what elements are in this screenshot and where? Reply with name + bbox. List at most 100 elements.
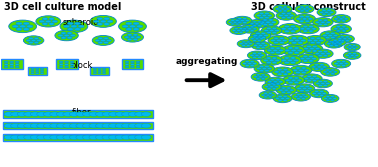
Circle shape	[240, 59, 259, 68]
Circle shape	[281, 91, 286, 93]
Circle shape	[350, 54, 354, 56]
Circle shape	[303, 30, 308, 32]
Circle shape	[326, 96, 330, 98]
Circle shape	[107, 20, 113, 23]
Circle shape	[317, 66, 321, 68]
Circle shape	[260, 38, 263, 40]
Circle shape	[331, 32, 335, 34]
Circle shape	[319, 94, 324, 96]
Circle shape	[309, 62, 330, 72]
Circle shape	[63, 135, 73, 140]
Circle shape	[331, 73, 335, 75]
Circle shape	[311, 58, 316, 60]
Circle shape	[30, 112, 40, 116]
Circle shape	[248, 35, 266, 43]
Circle shape	[280, 8, 285, 10]
Circle shape	[283, 10, 287, 12]
Circle shape	[23, 22, 29, 25]
Circle shape	[126, 22, 132, 25]
Circle shape	[124, 36, 129, 38]
Circle shape	[15, 61, 19, 63]
Circle shape	[268, 19, 273, 21]
Circle shape	[312, 75, 317, 77]
Circle shape	[257, 36, 261, 38]
Circle shape	[115, 112, 125, 116]
Circle shape	[300, 58, 305, 60]
Circle shape	[288, 39, 294, 42]
Circle shape	[63, 123, 73, 128]
Circle shape	[274, 71, 279, 73]
Circle shape	[294, 14, 316, 24]
Circle shape	[293, 59, 299, 61]
Circle shape	[248, 63, 252, 65]
Circle shape	[135, 112, 144, 116]
Circle shape	[327, 13, 331, 15]
Bar	[121, 59, 144, 69]
Circle shape	[307, 80, 311, 82]
Circle shape	[268, 96, 272, 98]
Circle shape	[231, 20, 235, 21]
Circle shape	[36, 70, 39, 72]
Circle shape	[250, 54, 254, 56]
Circle shape	[348, 45, 352, 46]
Circle shape	[321, 53, 325, 55]
Circle shape	[291, 49, 296, 52]
Circle shape	[323, 51, 328, 53]
Circle shape	[250, 26, 254, 28]
Circle shape	[257, 52, 262, 54]
Circle shape	[350, 46, 354, 48]
Circle shape	[64, 25, 70, 28]
Circle shape	[278, 24, 302, 34]
Circle shape	[261, 74, 265, 76]
Bar	[3, 122, 153, 129]
Circle shape	[253, 52, 257, 54]
Circle shape	[282, 45, 305, 56]
Circle shape	[104, 42, 108, 44]
Circle shape	[253, 63, 257, 65]
Circle shape	[40, 68, 44, 70]
Circle shape	[326, 53, 330, 55]
Circle shape	[331, 41, 335, 43]
Circle shape	[250, 65, 254, 66]
Circle shape	[325, 69, 330, 71]
Circle shape	[263, 44, 268, 46]
Circle shape	[31, 39, 36, 41]
Circle shape	[276, 86, 296, 95]
Circle shape	[253, 56, 257, 58]
Circle shape	[311, 28, 316, 30]
Circle shape	[331, 69, 335, 71]
Circle shape	[318, 23, 322, 25]
Circle shape	[93, 70, 97, 72]
Circle shape	[58, 34, 63, 37]
Circle shape	[65, 61, 68, 63]
Circle shape	[36, 72, 39, 74]
Circle shape	[95, 39, 100, 42]
Circle shape	[270, 83, 275, 85]
Circle shape	[257, 68, 261, 70]
Circle shape	[283, 75, 305, 85]
Circle shape	[102, 112, 112, 116]
Circle shape	[285, 49, 290, 52]
Circle shape	[29, 37, 33, 39]
Circle shape	[119, 20, 146, 33]
Circle shape	[309, 55, 313, 57]
Circle shape	[283, 6, 287, 8]
Circle shape	[250, 30, 254, 32]
Circle shape	[130, 64, 135, 65]
Circle shape	[278, 55, 302, 66]
Circle shape	[133, 22, 139, 25]
Circle shape	[242, 45, 246, 46]
Circle shape	[17, 135, 27, 140]
Circle shape	[245, 20, 249, 22]
Circle shape	[335, 34, 354, 43]
Circle shape	[268, 23, 273, 26]
Circle shape	[16, 28, 22, 31]
Circle shape	[98, 70, 101, 72]
Circle shape	[97, 17, 103, 20]
Circle shape	[36, 68, 39, 70]
Circle shape	[290, 25, 296, 28]
Circle shape	[323, 71, 327, 73]
Circle shape	[281, 17, 286, 19]
Circle shape	[253, 34, 257, 37]
Circle shape	[338, 38, 342, 40]
